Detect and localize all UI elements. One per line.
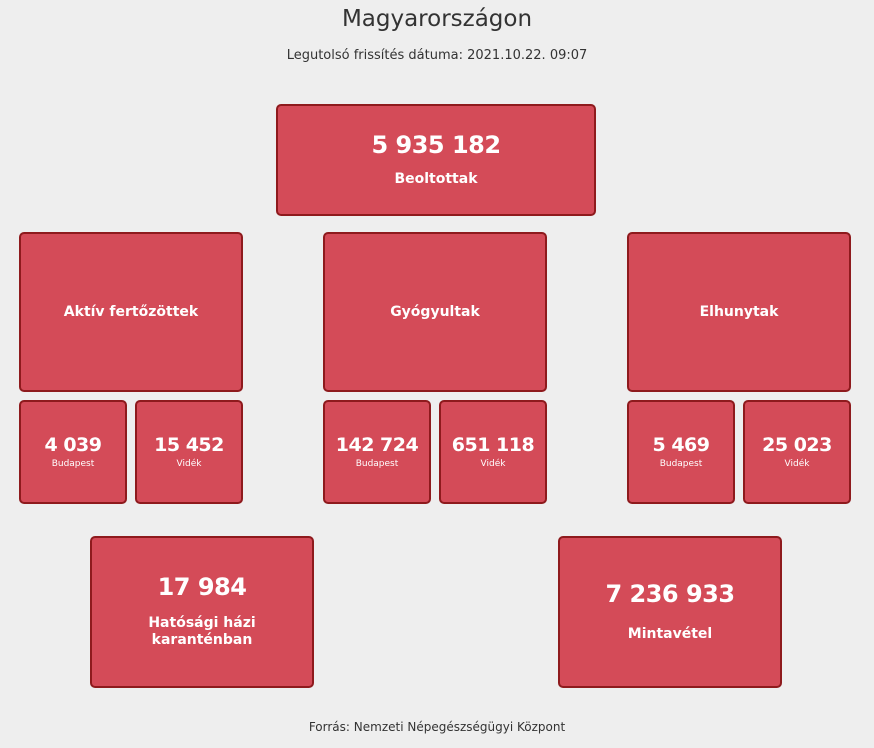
quarantine-label-line2: karanténban — [151, 632, 253, 648]
recovered-budapest-card: 142 724 Budapest — [323, 400, 431, 504]
sampling-value: 7 236 933 — [605, 579, 735, 608]
active-budapest-value: 4 039 — [44, 433, 103, 456]
active-infected-card: Aktív fertőzöttek — [19, 232, 243, 392]
recovered-videk-card: 651 118 Vidék — [439, 400, 547, 504]
recovered-videk-label: Vidék — [480, 458, 506, 469]
quarantine-value: 17 984 — [157, 573, 247, 602]
deceased-videk-card: 25 023 Vidék — [743, 400, 851, 504]
sampling-card: 7 236 933 Mintavétel — [558, 536, 782, 688]
quarantine-label-line1: Hatósági házi — [148, 615, 256, 632]
recovered-budapest-value: 142 724 — [335, 433, 419, 456]
recovered-budapest-label: Budapest — [355, 458, 399, 469]
active-budapest-card: 4 039 Budapest — [19, 400, 127, 504]
active-videk-value: 15 452 — [154, 433, 224, 456]
vaccinated-label: Beoltottak — [394, 170, 478, 187]
vaccinated-value: 5 935 182 — [371, 130, 501, 159]
sampling-label: Mintavétel — [627, 625, 713, 642]
page-title: Magyarországon — [341, 6, 533, 32]
active-infected-label: Aktív fertőzöttek — [63, 304, 199, 320]
deceased-label: Elhunytak — [699, 304, 779, 320]
source-footer: Forrás: Nemzeti Népegészségügyi Központ — [308, 720, 566, 734]
recovered-card: Gyógyultak — [323, 232, 547, 392]
active-videk-label: Vidék — [176, 458, 202, 469]
quarantine-label: Hatósági házi karanténban — [148, 615, 255, 649]
last-updated-text: Legutolsó frissítés dátuma: 2021.10.22. … — [286, 48, 588, 63]
deceased-budapest-value: 5 469 — [652, 433, 711, 456]
deceased-budapest-card: 5 469 Budapest — [627, 400, 735, 504]
recovered-videk-value: 651 118 — [451, 433, 535, 456]
deceased-videk-value: 25 023 — [762, 433, 832, 456]
active-videk-card: 15 452 Vidék — [135, 400, 243, 504]
vaccinated-card: 5 935 182 Beoltottak — [276, 104, 596, 216]
deceased-videk-label: Vidék — [784, 458, 810, 469]
active-budapest-label: Budapest — [51, 458, 95, 469]
deceased-budapest-label: Budapest — [659, 458, 703, 469]
deceased-card: Elhunytak — [627, 232, 851, 392]
recovered-label: Gyógyultak — [390, 304, 480, 320]
quarantine-card: 17 984 Hatósági házi karanténban — [90, 536, 314, 688]
